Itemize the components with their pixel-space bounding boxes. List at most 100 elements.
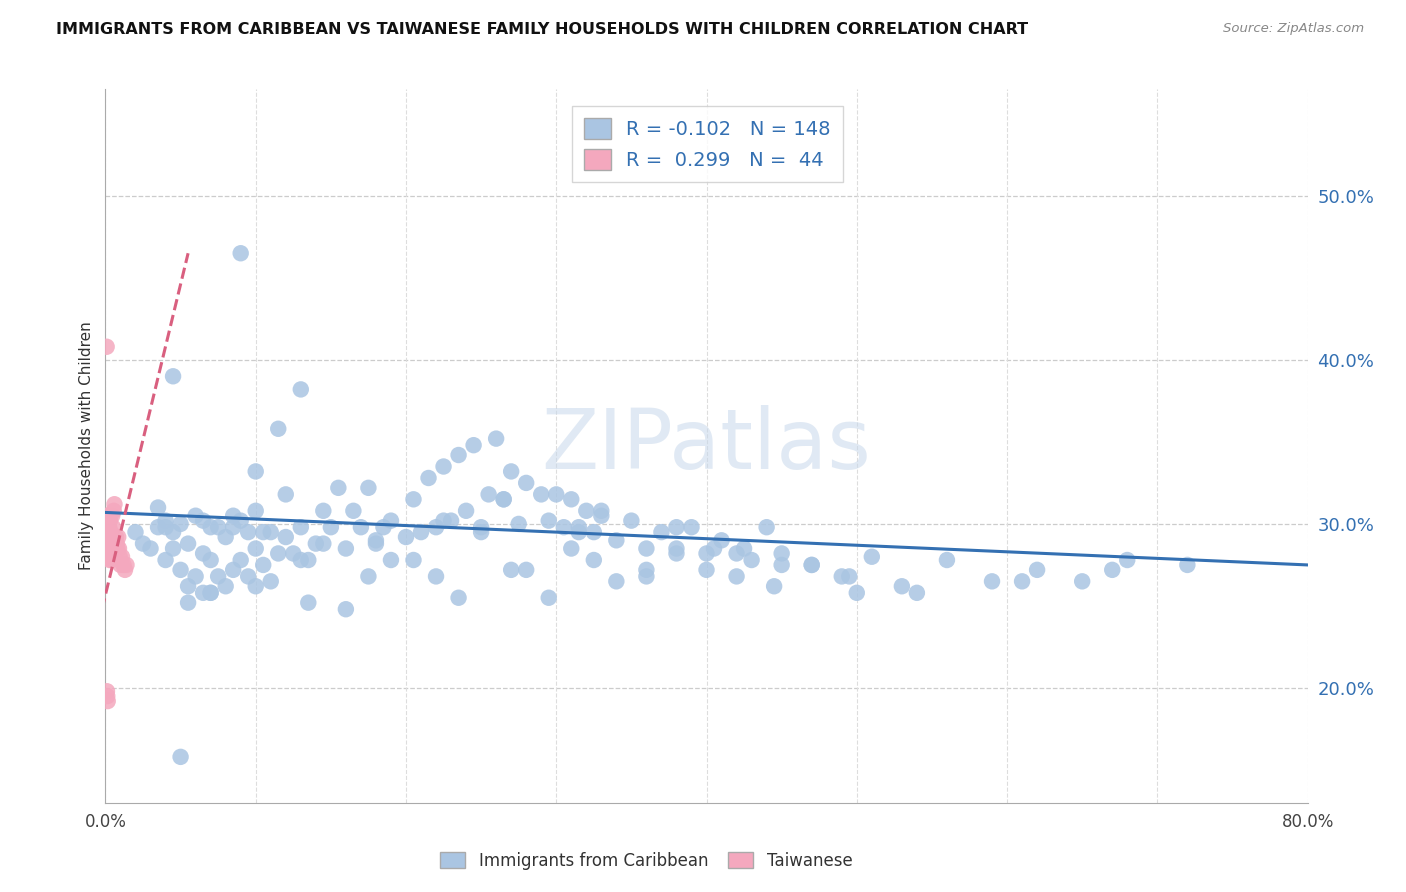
Point — [800, 558, 823, 572]
Point — [665, 520, 688, 534]
Point — [103, 504, 125, 518]
Point — [755, 520, 778, 534]
Point — [860, 549, 883, 564]
Point — [98, 541, 121, 556]
Point — [132, 536, 155, 550]
Point — [1011, 574, 1033, 589]
Point — [155, 553, 177, 567]
Point — [101, 508, 124, 523]
Point — [245, 504, 267, 518]
Point — [107, 530, 129, 544]
Point — [575, 504, 598, 518]
Point — [297, 596, 319, 610]
Point — [155, 520, 177, 534]
Point — [290, 383, 312, 397]
Point — [831, 569, 853, 583]
Point — [425, 520, 447, 534]
Point — [97, 520, 120, 534]
Point — [260, 574, 283, 589]
Point — [409, 525, 432, 540]
Point — [553, 520, 575, 534]
Point — [342, 504, 364, 518]
Point — [297, 553, 319, 567]
Point — [274, 487, 297, 501]
Point — [1116, 553, 1139, 567]
Text: Source: ZipAtlas.com: Source: ZipAtlas.com — [1223, 22, 1364, 36]
Point — [98, 520, 121, 534]
Point — [97, 508, 120, 523]
Point — [169, 563, 191, 577]
Point — [537, 514, 560, 528]
Point — [312, 536, 335, 550]
Point — [103, 541, 125, 556]
Point — [364, 533, 387, 548]
Point — [364, 536, 387, 550]
Point — [890, 579, 912, 593]
Point — [380, 514, 402, 528]
Point — [100, 553, 122, 567]
Point — [432, 514, 454, 528]
Point — [350, 520, 373, 534]
Point — [440, 514, 463, 528]
Point — [238, 569, 260, 583]
Point — [470, 520, 492, 534]
Point — [591, 504, 613, 518]
Point — [184, 508, 207, 523]
Point — [290, 553, 312, 567]
Point — [696, 546, 718, 560]
Point — [770, 558, 793, 572]
Point — [636, 569, 658, 583]
Point — [184, 569, 207, 583]
Point — [725, 569, 748, 583]
Point — [380, 553, 402, 567]
Point — [169, 750, 191, 764]
Y-axis label: Family Households with Children: Family Households with Children — [79, 322, 94, 570]
Point — [546, 487, 568, 501]
Point — [290, 520, 312, 534]
Point — [582, 553, 605, 567]
Point — [124, 525, 146, 540]
Point — [245, 541, 267, 556]
Point — [357, 481, 380, 495]
Point — [97, 536, 120, 550]
Point — [373, 520, 395, 534]
Point — [200, 553, 222, 567]
Point — [108, 549, 131, 564]
Point — [101, 520, 124, 534]
Point — [981, 574, 1004, 589]
Point — [96, 536, 118, 550]
Point — [463, 438, 485, 452]
Point — [763, 579, 786, 593]
Point — [98, 514, 121, 528]
Point — [252, 525, 274, 540]
Point — [454, 504, 477, 518]
Point — [470, 525, 492, 540]
Point — [636, 541, 658, 556]
Text: ZIPatlas: ZIPatlas — [541, 406, 872, 486]
Point — [100, 541, 122, 556]
Text: IMMIGRANTS FROM CARIBBEAN VS TAIWANESE FAMILY HOUSEHOLDS WITH CHILDREN CORRELATI: IMMIGRANTS FROM CARIBBEAN VS TAIWANESE F… — [56, 22, 1028, 37]
Point — [245, 579, 267, 593]
Point — [103, 541, 125, 556]
Point — [245, 465, 267, 479]
Point — [177, 579, 200, 593]
Point — [733, 541, 755, 556]
Point — [177, 596, 200, 610]
Point — [191, 514, 214, 528]
Point — [101, 546, 124, 560]
Point — [110, 558, 132, 572]
Point — [97, 546, 120, 560]
Point — [155, 514, 177, 528]
Point — [425, 569, 447, 583]
Point — [492, 492, 515, 507]
Point — [508, 516, 530, 531]
Point — [741, 553, 763, 567]
Point — [146, 500, 169, 515]
Point — [395, 530, 418, 544]
Point — [162, 525, 184, 540]
Point — [636, 563, 658, 577]
Point — [107, 541, 129, 556]
Point — [100, 525, 122, 540]
Point — [335, 602, 357, 616]
Point — [335, 541, 357, 556]
